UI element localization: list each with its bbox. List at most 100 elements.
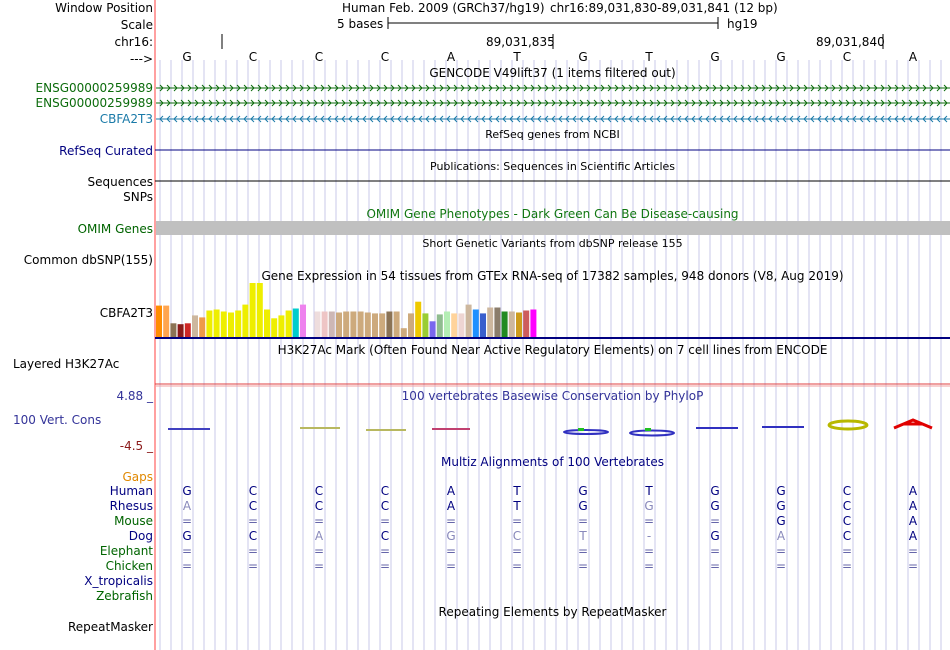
gene-feature-ensg-1[interactable] [156, 84, 950, 92]
species-label-rhesus[interactable]: Rhesus [109, 499, 153, 513]
gtex-bar[interactable] [472, 309, 479, 338]
gtex-bar[interactable] [256, 283, 263, 337]
gtex-bar[interactable] [242, 304, 249, 337]
gtex-bar[interactable] [494, 307, 501, 338]
gtex-bar[interactable] [458, 313, 465, 337]
gtex-bar[interactable] [163, 305, 170, 337]
gtex-bar[interactable] [379, 313, 386, 337]
omim-genes-label[interactable]: OMIM Genes [77, 222, 153, 236]
publications-track-title[interactable]: Publications: Sequences in Scientific Ar… [430, 160, 675, 173]
species-label-zebrafish[interactable]: Zebrafish [96, 589, 153, 603]
gaps-label[interactable]: Gaps [122, 470, 153, 484]
gtex-bar[interactable] [364, 312, 371, 338]
common-dbsnp-label[interactable]: Common dbSNP(155) [23, 253, 153, 267]
gtex-bar[interactable] [285, 310, 292, 338]
alignment-base: = [313, 544, 325, 558]
layered-h3k27ac-label[interactable]: Layered H3K27Ac [13, 357, 120, 371]
sequences-label[interactable]: Sequences [87, 175, 153, 189]
dbsnp-track-title[interactable]: Short Genetic Variants from dbSNP releas… [422, 237, 683, 250]
multiz-track-title[interactable]: Multiz Alignments of 100 Vertebrates [440, 455, 665, 469]
alignment-base: = [643, 544, 655, 558]
gtex-bar[interactable] [386, 311, 393, 338]
gtex-bar[interactable] [415, 301, 422, 337]
alignment-base: = [775, 544, 787, 558]
gtex-bar[interactable] [307, 297, 314, 337]
gene-label-ensg-2[interactable]: ENSG00000259989 [35, 96, 153, 110]
gtex-bar[interactable] [156, 305, 162, 337]
species-label-x_tropicalis[interactable]: X_tropicalis [84, 574, 153, 588]
species-label-chicken[interactable]: Chicken [105, 559, 153, 573]
gtex-bar[interactable] [393, 311, 400, 338]
alignment-base: = [247, 559, 259, 573]
gtex-bar[interactable] [192, 315, 198, 337]
gtex-bar[interactable] [235, 310, 242, 338]
snps-label[interactable]: SNPs [123, 190, 153, 204]
gtex-bar[interactable] [177, 324, 184, 337]
species-label-dog[interactable]: Dog [128, 529, 153, 543]
repeatmasker-label[interactable]: RepeatMasker [67, 620, 153, 634]
gtex-bar[interactable] [328, 311, 335, 338]
phylop-track-label[interactable]: 100 Vert. Cons [13, 413, 102, 427]
gtex-bar[interactable] [321, 311, 328, 338]
sequence-base: A [446, 50, 456, 64]
alignment-base: G [578, 499, 588, 513]
gtex-bar[interactable] [343, 311, 350, 338]
gtex-bar[interactable] [278, 315, 285, 337]
gtex-bar[interactable] [249, 283, 256, 337]
gtex-bar[interactable] [314, 311, 321, 338]
gtex-bar[interactable] [206, 310, 213, 338]
gtex-bar[interactable] [487, 307, 494, 338]
gtex-bar[interactable] [422, 313, 429, 337]
species-label-elephant[interactable]: Elephant [99, 544, 153, 558]
gtex-bar[interactable] [264, 309, 270, 338]
gtex-bar[interactable] [271, 318, 278, 337]
phylop-mark-5b [645, 428, 651, 431]
omim-track-title[interactable]: OMIM Gene Phenotypes - Dark Green Can Be… [366, 207, 739, 221]
gtex-bar[interactable] [184, 323, 191, 337]
alignment-base: G [446, 529, 456, 543]
refseq-track-title[interactable]: RefSeq genes from NCBI [485, 128, 620, 141]
gtex-bar[interactable] [508, 311, 515, 338]
gtex-bar[interactable] [465, 304, 472, 337]
gtex-bar[interactable] [501, 311, 508, 338]
gtex-bar[interactable] [350, 311, 357, 338]
species-label-mouse[interactable]: Mouse [114, 514, 153, 528]
gene-label-ensg-1[interactable]: ENSG00000259989 [35, 81, 153, 95]
gtex-bar[interactable] [357, 311, 364, 338]
gtex-bar[interactable] [530, 309, 537, 338]
gtex-bar[interactable] [213, 309, 220, 338]
gtex-bar[interactable] [436, 314, 443, 337]
gtex-bar[interactable] [429, 321, 436, 337]
gtex-bar[interactable] [228, 312, 234, 338]
gtex-bar[interactable] [170, 323, 177, 337]
gtex-bar[interactable] [220, 311, 227, 338]
gtex-bar[interactable] [300, 304, 306, 337]
repeatmasker-track-title[interactable]: Repeating Elements by RepeatMasker [438, 605, 667, 619]
sequence-base: G [578, 50, 588, 64]
gtex-bar[interactable] [292, 308, 299, 338]
gtex-bar[interactable] [336, 312, 342, 338]
gene-feature-ensg-2[interactable] [156, 99, 950, 107]
gtex-bar[interactable] [516, 312, 522, 338]
gene-feature-cbfa2t3[interactable] [156, 115, 950, 123]
gtex-bar[interactable] [199, 317, 206, 337]
gencode-track-title[interactable]: GENCODE V49lift37 (1 items filtered out) [429, 66, 676, 80]
gtex-track-title[interactable]: Gene Expression in 54 tissues from GTEx … [261, 269, 844, 283]
gtex-bar[interactable] [408, 313, 414, 337]
gtex-bar[interactable] [444, 311, 450, 338]
h3k27ac-track-title[interactable]: H3K27Ac Mark (Often Found Near Active Re… [277, 343, 828, 357]
phylop-track-title[interactable]: 100 vertebrates Basewise Conservation by… [401, 389, 704, 403]
gtex-bar[interactable] [451, 313, 458, 337]
alignment-base: = [181, 559, 193, 573]
species-label-human[interactable]: Human [109, 484, 153, 498]
gene-label-cbfa2t3[interactable]: CBFA2T3 [99, 112, 153, 126]
gtex-bar[interactable] [480, 313, 486, 337]
alignment-base: = [511, 514, 523, 528]
gtex-bar[interactable] [372, 313, 378, 337]
gtex-bar[interactable] [523, 310, 530, 338]
gtex-gene-label[interactable]: CBFA2T3 [99, 306, 153, 320]
refseq-curated-label[interactable]: RefSeq Curated [59, 144, 153, 158]
gtex-bar[interactable] [400, 328, 407, 337]
omim-feature-bar[interactable] [156, 221, 950, 235]
